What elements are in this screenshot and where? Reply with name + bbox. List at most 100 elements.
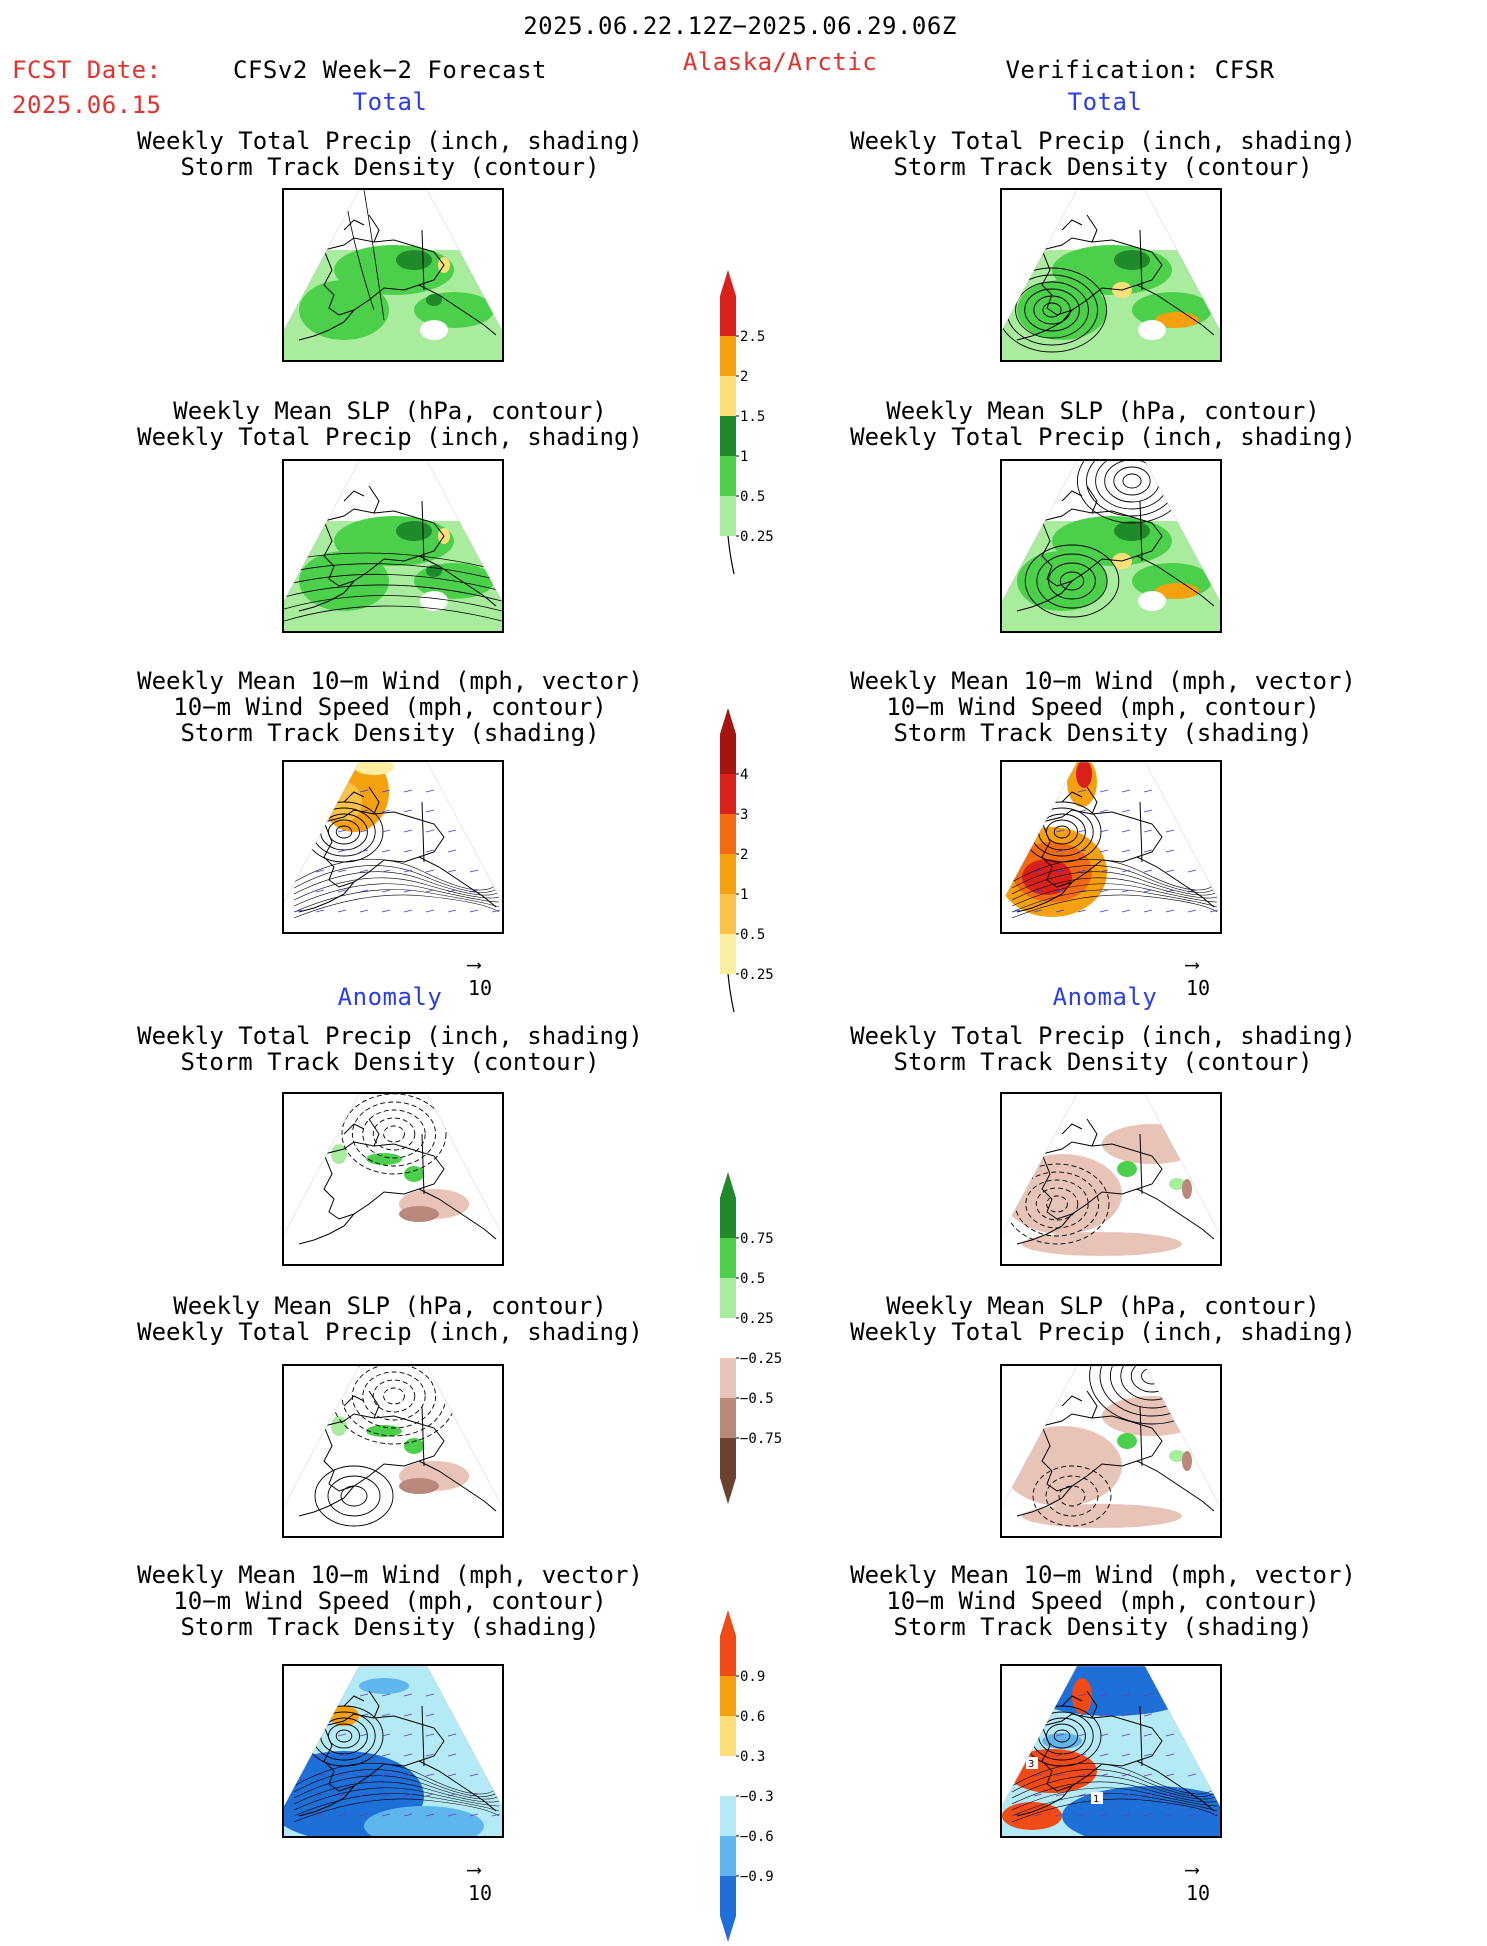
map-content [284,190,502,360]
map-wind-anom-forecast [282,1664,504,1838]
colorbar-label: 1 [740,449,748,465]
map-svg [284,762,502,919]
title-line: Weekly Mean 10−m Wind (mph, vector) [137,1561,643,1589]
panel-title-r4: Weekly Total Precip (inch, shading) Storm… [753,1023,1453,1075]
section-anomaly-left: Anomaly [337,983,443,1011]
contour-set [1076,461,1188,524]
precip-gap [1138,320,1166,340]
title-line: 10−m Wind Speed (mph, contour) [173,693,607,721]
coastline [1016,485,1215,612]
precip-gap [420,591,448,611]
vector-ref-l3: ⟶ 10 [468,952,492,1000]
map-content [284,1666,502,1836]
fcst-date-value: 2025.06.15 [12,91,162,119]
contour-set [1024,544,1120,618]
title-line: Storm Track Density (shading) [893,1613,1313,1641]
coastline [298,1390,497,1517]
shaded-area [426,294,442,306]
colorbar-label: 0.3 [740,1749,765,1765]
coastline [298,1118,497,1245]
title-line: Weekly Mean SLP (hPa, contour) [173,397,607,425]
colorbar-precip-total: 2.5 2 1.5 1 0.5 0.25 [720,270,800,590]
colorbar-segment [720,1796,736,1836]
colorbar-top-triangle [720,1610,736,1636]
wind-vectors [293,789,501,913]
projection-edge [284,1094,502,1235]
shaded-area [299,280,389,340]
colorbar-label: 0.25 [740,529,774,545]
colorbar-label: −0.5 [740,1391,774,1407]
shaded-area [329,1706,359,1726]
colorbar-label: 3 [740,807,748,823]
title-line: Weekly Mean SLP (hPa, contour) [173,1292,607,1320]
title-line: Weekly Mean SLP (hPa, contour) [886,397,1320,425]
shaded-area [1114,521,1150,541]
colorbar-label: 0.5 [740,1271,765,1287]
shaded-area [1022,859,1072,895]
colorbar-label: 2 [740,369,748,385]
panel-title-r2: Weekly Mean SLP (hPa, contour) Weekly Tot… [753,398,1453,450]
colorbar-segment [720,456,736,496]
colorbar-segment [720,1398,736,1438]
shaded-area [359,1678,409,1694]
map-wind-storm-verification [1000,760,1222,934]
section-anomaly-right: Anomaly [1052,983,1158,1011]
map-svg [1002,1366,1220,1528]
title-line: Storm Track Density (contour) [893,1048,1313,1076]
title-line: Weekly Mean SLP (hPa, contour) [886,1292,1320,1320]
map-content [1002,762,1219,919]
panel-title-l4: Weekly Total Precip (inch, shading) Storm… [40,1023,740,1075]
shaded-area [1169,1450,1185,1462]
shaded-area [1022,1232,1182,1256]
arrow-icon: ⟶ [1186,1857,1199,1881]
colorbar-segment [720,1716,736,1756]
coastline [298,485,497,612]
title-line: Weekly Mean 10−m Wind (mph, vector) [137,667,643,695]
contour-label: 1 [1093,1794,1099,1805]
contour-label-bg [1026,1757,1038,1769]
map-content: 31 [1002,1666,1220,1836]
section-total-left: Total [352,88,428,116]
colorbar-segment [720,1358,736,1398]
title-line: Storm Track Density (shading) [893,719,1313,747]
vector-ref-r3: ⟶ 10 [1186,952,1210,1000]
colorbar-svg: 0.75 0.5 0.25 −0.25 −0.5 −0.75 [720,1172,782,1504]
colorbar-label: 1 [740,887,748,903]
colorbar-label: −0.25 [740,1351,782,1367]
map-slp-anom-verification [1000,1364,1222,1538]
colorbar-label: 1.5 [740,409,765,425]
date-range-title: 2025.06.22.12Z−2025.06.29.06Z [523,12,957,40]
colorbar-label: 0.25 [740,967,774,983]
panel-title-l6: Weekly Mean 10−m Wind (mph, vector) 10−m … [40,1562,740,1640]
shaded-area [399,1206,439,1222]
map-svg [284,1094,502,1245]
shaded-area [396,250,432,270]
shaded-area [1002,1426,1122,1506]
panel-title-r5: Weekly Mean SLP (hPa, contour) Weekly Tot… [753,1293,1453,1345]
wind-speed-contours [1011,858,1218,919]
coastline [298,214,497,341]
map-precip-anom-forecast [282,1092,504,1266]
title-line: Weekly Total Precip (inch, shading) [137,423,643,451]
colorbar-svg: 4 3 2 1 0.5 0.25 [720,708,774,1013]
map-svg: 31 [1002,1666,1220,1836]
map-svg [284,461,502,631]
colorbar-segment [720,1676,736,1716]
map-content [1002,461,1220,631]
title-line: 10−m Wind Speed (mph, contour) [173,1587,607,1615]
colorbar-label: 2 [740,847,748,863]
projection-edge [1002,1666,1220,1807]
map-svg [1002,190,1220,360]
precip-gap [1138,591,1166,611]
colorbar-tail [727,535,735,575]
projection-edge [1002,762,1220,903]
shaded-area [396,521,432,541]
panel-title-l1: Weekly Total Precip (inch, shading) Storm… [40,128,740,180]
colorbar-segment [720,894,736,934]
coastline [1016,1390,1215,1517]
wind-vectors [293,1693,501,1817]
panel-title-r3: Weekly Mean 10−m Wind (mph, vector) 10−m … [753,668,1453,746]
coastline [298,786,497,913]
coastline [1016,214,1215,341]
title-line: Storm Track Density (contour) [893,153,1313,181]
